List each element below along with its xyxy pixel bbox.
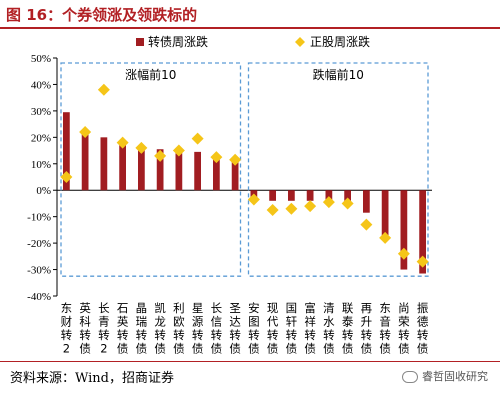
bar (119, 143, 126, 191)
x-tick-label: 清水转债 (323, 301, 335, 356)
group-label: 跌幅前10 (313, 67, 364, 82)
y-tick-label: 40% (31, 79, 51, 91)
diamond-marker (247, 193, 260, 206)
bar (363, 190, 370, 213)
bar (344, 190, 351, 201)
diamond-marker (172, 144, 185, 157)
title-rule (0, 27, 500, 29)
diamond-marker (60, 171, 73, 183)
y-tick-label: 50% (31, 53, 51, 65)
legend-bar-swatch (136, 38, 144, 46)
bar (400, 190, 408, 270)
bar (325, 190, 333, 201)
x-tick-label: 富祥转债 (304, 301, 316, 356)
y-tick-label: 0% (36, 185, 51, 197)
diamond-marker (397, 247, 410, 260)
bar (288, 190, 295, 201)
wechat-icon (402, 371, 418, 383)
x-tick-label: 振德转债 (417, 301, 429, 356)
bar (306, 190, 314, 201)
bar (269, 190, 276, 201)
diamond-marker (341, 197, 354, 210)
x-tick-label: 晶瑞转债 (136, 301, 148, 356)
x-tick-label: 安图转债 (248, 301, 260, 356)
x-tick-label: 东音转债 (379, 301, 391, 356)
y-tick-label: -10% (27, 212, 51, 224)
y-tick-label: -40% (27, 291, 51, 303)
watermark: 睿哲固收研究 (402, 368, 488, 384)
bar (63, 112, 70, 191)
bar (194, 151, 201, 191)
diamond-marker (116, 136, 129, 149)
x-tick-label: 长信转债 (211, 301, 223, 356)
bar (175, 153, 183, 191)
bar (156, 149, 164, 191)
bar (138, 147, 145, 191)
watermark-text: 睿哲固收研究 (422, 370, 488, 383)
x-tick-label: 再升转债 (361, 301, 373, 356)
bar (231, 159, 239, 191)
x-tick-label: 英科转债 (79, 301, 91, 356)
diamond-marker (210, 151, 223, 164)
figure-title-bar: 图 16：个券领涨及领跌标的 (0, 0, 500, 29)
diamond-marker (79, 126, 92, 139)
diamond-marker (266, 204, 279, 217)
bar (381, 190, 389, 238)
x-tick-label: 石英转债 (117, 301, 129, 356)
footer-rule (0, 361, 500, 362)
x-tick-label: 利欧转债 (173, 301, 185, 356)
x-tick-label: 凯龙转债 (154, 301, 166, 356)
bar (81, 133, 89, 191)
diamond-marker (97, 83, 110, 96)
diamond-marker (285, 202, 298, 215)
diamond-marker (379, 231, 392, 244)
diamond-marker (191, 132, 204, 145)
diamond-marker (229, 153, 242, 166)
diamond-marker (322, 196, 335, 209)
diamond-marker (135, 141, 148, 154)
group-label: 涨幅前10 (125, 67, 176, 82)
bar (100, 137, 108, 191)
diamond-marker (360, 218, 373, 231)
source-note: 资料来源：Wind，招商证券 (10, 371, 174, 386)
legend-diamond-label: 正股周涨跌 (310, 34, 370, 49)
x-tick-label: 现代转债 (267, 301, 279, 356)
bar (419, 190, 426, 274)
x-tick-label: 长青转 2 (98, 301, 110, 356)
x-tick-label: 联泰转债 (342, 301, 354, 356)
legend-bar-label: 转债周涨跌 (148, 34, 208, 49)
x-tick-label: 国轩转债 (286, 301, 298, 356)
legend-diamond-swatch (295, 37, 305, 47)
y-tick-label: 20% (31, 132, 51, 144)
y-tick-label: -30% (27, 265, 51, 277)
diamond-marker (304, 200, 317, 213)
bar (213, 157, 220, 191)
diamond-marker (154, 149, 167, 162)
y-tick-label: 30% (31, 106, 51, 118)
y-tick-label: 10% (31, 159, 51, 171)
x-tick-label: 圣达转债 (229, 301, 241, 356)
y-tick-label: -20% (27, 238, 51, 250)
diamond-marker (416, 255, 429, 268)
bar-chart: -40% -30% -20% -10% 0% 10% 20% 30% 40% 50% 涨幅前10 跌幅… (27, 34, 432, 356)
x-tick-label: 东财转 2 (61, 301, 73, 356)
figure-title: 图 16：个券领涨及领跌标的 (6, 6, 198, 24)
x-tick-label: 星源转债 (192, 301, 204, 356)
x-tick-label: 尚荣转债 (398, 301, 410, 356)
